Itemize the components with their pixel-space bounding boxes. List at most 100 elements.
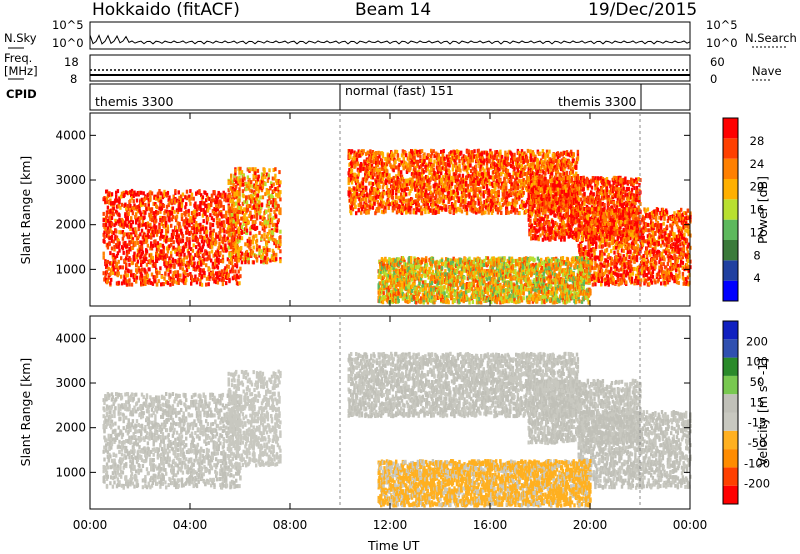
power-cell	[231, 261, 233, 265]
power-cell	[424, 210, 426, 214]
power-cell	[433, 163, 435, 167]
power-cell	[158, 271, 160, 275]
power-cell	[398, 189, 400, 193]
power-cell	[202, 227, 204, 231]
power-cell	[148, 229, 150, 233]
power-cell	[517, 186, 519, 190]
power-cell	[400, 170, 402, 174]
power-cell	[358, 173, 360, 177]
power-cell	[241, 230, 243, 234]
power-cell	[553, 160, 555, 164]
power-cell	[228, 265, 230, 269]
power-cell	[135, 280, 137, 284]
power-cell	[110, 278, 112, 282]
power-cell	[118, 281, 120, 285]
power-cell	[120, 275, 122, 279]
power-cell	[275, 253, 277, 257]
power-cell	[255, 234, 257, 238]
power-cell	[130, 270, 132, 274]
power-cell	[188, 223, 190, 227]
power-cell	[468, 192, 470, 196]
power-cell	[479, 197, 481, 201]
power-region-0	[103, 189, 242, 287]
power-cell	[369, 149, 371, 153]
power-cell	[444, 162, 446, 166]
power-cell	[510, 188, 512, 192]
power-cell	[525, 209, 527, 213]
power-cell	[354, 164, 356, 168]
power-cell	[268, 208, 270, 212]
power-cell	[368, 210, 370, 214]
power-cell	[256, 216, 258, 220]
power-cell	[225, 211, 227, 215]
power-cell	[279, 190, 281, 194]
power-cell	[191, 193, 193, 197]
power-cell	[151, 191, 153, 195]
power-cell	[454, 176, 456, 180]
power-cell	[530, 158, 532, 162]
power-cell	[491, 151, 493, 155]
power-cell	[452, 164, 454, 168]
power-cell	[405, 162, 407, 166]
power-cell	[225, 281, 227, 285]
power-cell	[141, 267, 143, 271]
power-cell	[472, 159, 474, 163]
power-cell	[527, 149, 529, 153]
power-cell	[103, 271, 105, 275]
power-cell	[199, 223, 201, 227]
power-cell	[488, 168, 490, 172]
power-cell	[215, 240, 217, 244]
power-cell	[137, 260, 139, 264]
power-cell	[474, 201, 476, 205]
power-cell	[245, 195, 247, 199]
power-cell	[132, 220, 134, 224]
power-cell	[223, 205, 225, 209]
power-cell	[169, 260, 171, 264]
power-cell	[238, 187, 240, 191]
power-cell	[230, 174, 232, 178]
power-cell	[504, 151, 506, 155]
power-cell	[395, 166, 397, 170]
power-cell	[128, 212, 130, 216]
power-cell	[276, 229, 278, 233]
power-cell	[163, 282, 165, 286]
power-cell	[270, 208, 272, 212]
power-cell	[372, 191, 374, 195]
power-cell	[258, 201, 260, 205]
power-cell	[118, 260, 120, 264]
power-cell	[203, 242, 205, 246]
power-cell	[142, 251, 144, 255]
power-cell	[375, 180, 377, 184]
power-cell	[111, 222, 113, 226]
power-cell	[486, 152, 488, 156]
power-cell	[199, 268, 201, 272]
power-cell	[484, 210, 486, 214]
power-cell	[156, 271, 158, 275]
power-cell	[192, 249, 194, 253]
power-cell	[108, 242, 110, 246]
power-cell	[233, 220, 235, 224]
power-cell	[417, 161, 419, 165]
power-cell	[159, 244, 161, 248]
power-cell	[268, 229, 270, 233]
power-cell	[198, 189, 200, 193]
power-cell	[140, 191, 142, 195]
power-cell	[195, 245, 197, 249]
power-cell	[128, 263, 130, 267]
power-cell	[395, 195, 397, 199]
power-cell	[478, 202, 480, 206]
power-cell	[161, 275, 163, 279]
power-cell	[248, 220, 250, 224]
power-cell	[258, 231, 260, 235]
power-cell	[185, 210, 187, 214]
power-cell	[279, 180, 281, 184]
power-cell	[173, 280, 175, 284]
power-cell	[249, 167, 251, 171]
power-cell	[509, 175, 511, 179]
power-cell	[469, 164, 471, 168]
power-cell	[124, 203, 126, 207]
power-cell	[278, 218, 280, 222]
power-cell	[441, 179, 443, 183]
power-cell	[178, 278, 180, 282]
power-cell	[232, 269, 234, 273]
